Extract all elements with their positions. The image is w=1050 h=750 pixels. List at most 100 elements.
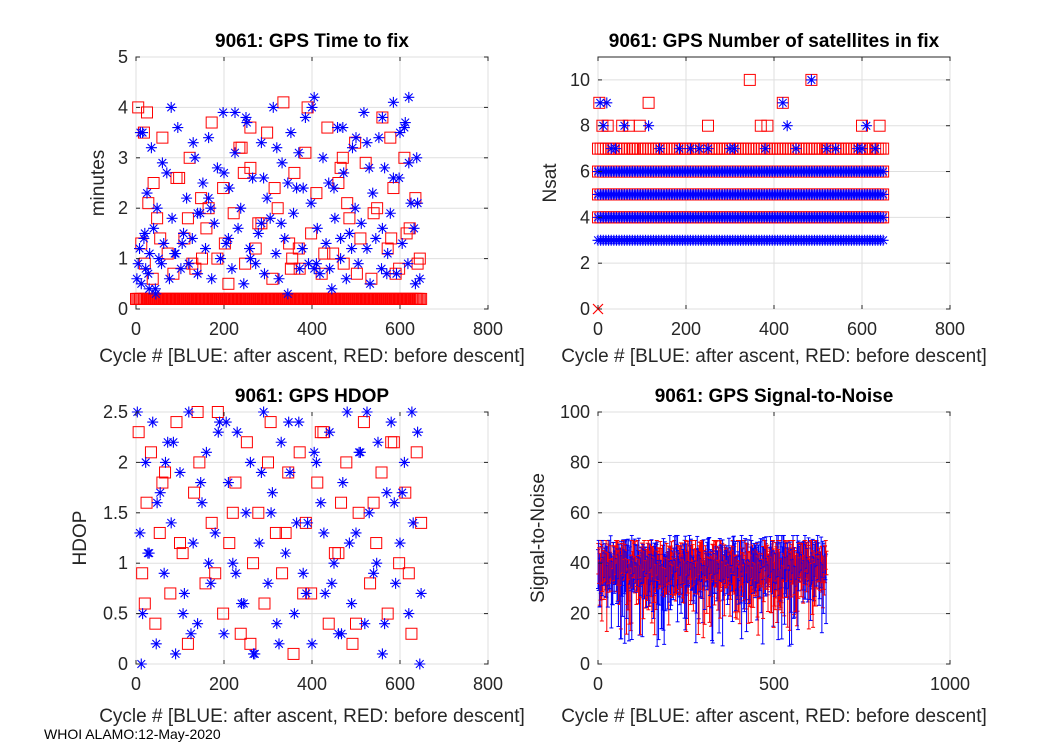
star-marker [403, 91, 415, 103]
square-marker [293, 446, 306, 459]
y-tick-label: 4 [580, 207, 590, 227]
star-marker [144, 248, 156, 260]
star-marker [175, 263, 187, 275]
star-marker [406, 406, 418, 418]
star-marker [381, 268, 393, 280]
star-marker [335, 628, 347, 640]
star-marker [154, 487, 166, 499]
square-marker [268, 182, 281, 195]
star-marker [293, 147, 305, 159]
square-marker [141, 106, 153, 119]
square-marker [144, 446, 157, 459]
star-marker [821, 143, 833, 155]
star-marker [877, 166, 889, 178]
square-marker [332, 547, 345, 560]
square-marker [336, 151, 349, 164]
star-marker [165, 517, 177, 529]
star-marker [294, 263, 306, 275]
y-tick-label: 0.5 [103, 604, 128, 624]
star-marker [328, 182, 340, 194]
star-marker [402, 258, 414, 270]
star-marker [252, 227, 264, 239]
square-marker [873, 119, 886, 132]
square-marker [244, 637, 257, 650]
star-marker [147, 416, 159, 428]
square-marker [258, 597, 271, 610]
star-marker [178, 227, 190, 239]
star-marker [166, 212, 178, 224]
x-tick-label: 800 [473, 674, 503, 694]
star-marker [343, 537, 355, 549]
chart-title: 9061: GPS HDOP [235, 386, 389, 407]
star-marker [338, 167, 350, 179]
star-marker [358, 106, 370, 118]
y-tick-label: 5 [118, 47, 128, 67]
star-marker [258, 268, 270, 280]
star-marker [869, 143, 881, 155]
star-marker [134, 243, 146, 255]
star-marker [238, 278, 250, 290]
star-marker [376, 648, 388, 660]
star-marker [337, 477, 349, 489]
square-marker [322, 617, 335, 630]
star-marker [229, 147, 241, 159]
star-marker [138, 232, 150, 244]
square-marker [415, 292, 428, 305]
x-tick-label: 0 [131, 674, 141, 694]
star-marker [135, 658, 147, 670]
star-marker [227, 557, 239, 569]
star-marker [393, 172, 405, 184]
y-tick-label: 80 [570, 452, 590, 472]
y-tick-label: 40 [570, 553, 590, 573]
x-tick-label: 500 [759, 674, 789, 694]
star-marker [148, 222, 160, 234]
star-marker [264, 212, 276, 224]
square-marker [156, 476, 169, 489]
star-marker [140, 263, 152, 275]
ticks: 0 200 400 600 800 0 2 4 6 8 10 [570, 57, 965, 339]
square-marker [385, 232, 398, 245]
square-marker [276, 567, 289, 580]
star-marker [183, 406, 195, 418]
star-marker [244, 253, 256, 265]
square-marker [149, 617, 162, 630]
star-marker [618, 120, 630, 132]
star-marker [805, 74, 817, 86]
square-marker [176, 547, 189, 560]
y-tick-label: 1 [118, 249, 128, 269]
star-marker [158, 567, 170, 579]
star-marker [150, 638, 162, 650]
star-marker [877, 188, 889, 200]
star-marker [394, 127, 406, 139]
panel-signal-to-noise: 0 500 1000 0 20 40 60 80 100 9061: GPS Signal-to… [528, 386, 987, 727]
y-axis-label: minutes [88, 150, 109, 217]
star-marker [211, 162, 223, 174]
x-tick-label: 800 [473, 319, 503, 339]
star-marker [394, 537, 406, 549]
y-tick-label: 100 [560, 402, 590, 422]
star-marker [240, 111, 252, 123]
star-marker [724, 143, 736, 155]
x-tick-label: 400 [297, 319, 327, 339]
data-points [596, 534, 829, 647]
star-marker [346, 142, 358, 154]
square-marker [279, 526, 292, 539]
square-marker [261, 126, 274, 139]
star-marker [403, 157, 415, 169]
star-marker [601, 97, 613, 109]
star-marker [212, 426, 224, 438]
star-marker [324, 263, 336, 275]
star-marker [364, 278, 376, 290]
x-axis-label: Cycle # [BLUE: after ascent, RED: before… [561, 346, 987, 367]
star-marker [399, 117, 411, 129]
star-marker [218, 628, 230, 640]
x-tick-label: 800 [935, 319, 965, 339]
star-marker [143, 283, 155, 295]
star-marker [379, 162, 391, 174]
square-marker [193, 456, 206, 469]
square-marker [354, 232, 367, 245]
square-marker [156, 131, 169, 144]
star-marker [279, 232, 291, 244]
y-tick-label: 10 [570, 70, 590, 90]
star-marker [161, 167, 173, 179]
